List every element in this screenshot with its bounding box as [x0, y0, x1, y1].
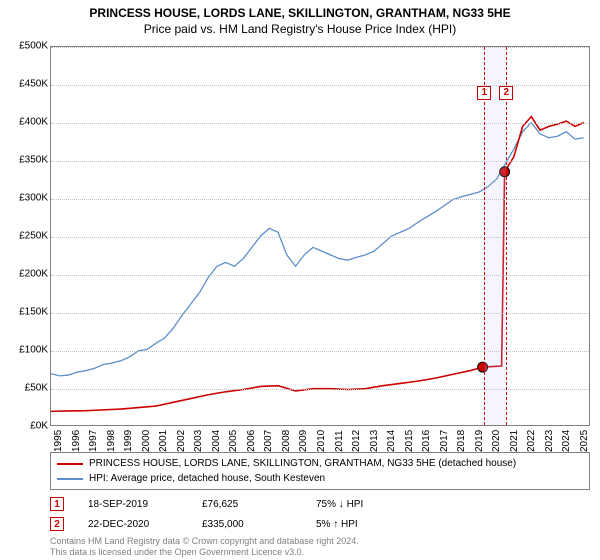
x-axis-tick-label: 2000 — [141, 430, 152, 452]
x-axis-tick-label: 2017 — [439, 430, 450, 452]
x-axis-tick-label: 2011 — [334, 430, 345, 452]
x-axis-tick-label: 2014 — [386, 430, 397, 452]
footer-attribution: Contains HM Land Registry data © Crown c… — [50, 536, 359, 558]
x-axis-tick-label: 2005 — [228, 430, 239, 452]
y-axis-tick-label: £200K — [19, 269, 48, 280]
x-axis-tick-label: 2010 — [316, 430, 327, 452]
legend-swatch — [57, 463, 83, 465]
x-axis-tick-label: 2002 — [176, 430, 187, 452]
x-axis-tick-label: 2004 — [211, 430, 222, 452]
x-axis-tick-label: 2006 — [246, 430, 257, 452]
x-axis-tick-label: 2009 — [298, 430, 309, 452]
legend: PRINCESS HOUSE, LORDS LANE, SKILLINGTON,… — [50, 452, 590, 490]
x-axis-tick-label: 1996 — [71, 430, 82, 452]
y-axis-tick-label: £450K — [19, 79, 48, 90]
x-axis-tick-label: 1998 — [106, 430, 117, 452]
chart-subtitle: Price paid vs. HM Land Registry's House … — [0, 20, 600, 40]
x-axis-tick-label: 2007 — [263, 430, 274, 452]
y-axis-tick-label: £250K — [19, 231, 48, 242]
x-axis-tick-label: 2023 — [544, 430, 555, 452]
x-axis-tick-label: 1999 — [123, 430, 134, 452]
y-axis-tick-label: £500K — [19, 41, 48, 52]
legend-item: PRINCESS HOUSE, LORDS LANE, SKILLINGTON,… — [57, 456, 583, 471]
callout-marker: 2 — [499, 86, 513, 100]
x-axis-tick-label: 2021 — [509, 430, 520, 452]
legend-item: HPI: Average price, detached house, Sout… — [57, 471, 583, 486]
legend-label: HPI: Average price, detached house, Sout… — [89, 471, 325, 486]
x-axis-tick-label: 2015 — [404, 430, 415, 452]
legend-label: PRINCESS HOUSE, LORDS LANE, SKILLINGTON,… — [89, 456, 516, 471]
up-arrow-icon: ↑ — [333, 519, 338, 530]
y-axis-tick-label: £150K — [19, 307, 48, 318]
chart-container: PRINCESS HOUSE, LORDS LANE, SKILLINGTON,… — [0, 0, 600, 560]
x-axis-tick-label: 2003 — [193, 430, 204, 452]
transaction-price: £76,625 — [202, 499, 292, 510]
transaction-date: 18-SEP-2019 — [88, 499, 178, 510]
callout-marker: 1 — [477, 86, 491, 100]
x-axis-tick-label: 2019 — [474, 430, 485, 452]
transaction-pct: 75% ↓ HPI — [316, 499, 406, 510]
x-axis-tick-label: 2008 — [281, 430, 292, 452]
y-axis-tick-label: £100K — [19, 345, 48, 356]
x-axis-tick-label: 2022 — [526, 430, 537, 452]
x-axis-tick-label: 2018 — [456, 430, 467, 452]
y-axis-tick-label: £300K — [19, 193, 48, 204]
transaction-marker: 2 — [50, 517, 64, 531]
transaction-marker: 1 — [50, 497, 64, 511]
plot-svg — [51, 47, 589, 425]
x-axis-tick-label: 2025 — [579, 430, 590, 452]
transaction-date: 22-DEC-2020 — [88, 519, 178, 530]
chart-title: PRINCESS HOUSE, LORDS LANE, SKILLINGTON,… — [0, 0, 600, 20]
y-axis-tick-label: £0K — [30, 421, 48, 432]
transaction-price: £335,000 — [202, 519, 292, 530]
transaction-table: 1 18-SEP-2019 £76,625 75% ↓ HPI 2 22-DEC… — [50, 494, 590, 534]
x-axis-tick-label: 2020 — [491, 430, 502, 452]
transaction-pct: 5% ↑ HPI — [316, 519, 406, 530]
x-axis-tick-label: 2013 — [369, 430, 380, 452]
x-axis-tick-label: 1995 — [53, 430, 64, 452]
plot-area: 12 — [50, 46, 590, 426]
x-axis-tick-label: 2001 — [158, 430, 169, 452]
y-axis-tick-label: £400K — [19, 117, 48, 128]
legend-swatch — [57, 478, 83, 480]
y-axis-tick-label: £350K — [19, 155, 48, 166]
transaction-row: 1 18-SEP-2019 £76,625 75% ↓ HPI — [50, 494, 590, 514]
x-axis-tick-label: 2024 — [561, 430, 572, 452]
x-axis-tick-label: 2016 — [421, 430, 432, 452]
y-axis-tick-label: £50K — [25, 383, 48, 394]
x-axis-tick-label: 1997 — [88, 430, 99, 452]
down-arrow-icon: ↓ — [339, 499, 344, 510]
transaction-row: 2 22-DEC-2020 £335,000 5% ↑ HPI — [50, 514, 590, 534]
x-axis-tick-label: 2012 — [351, 430, 362, 452]
